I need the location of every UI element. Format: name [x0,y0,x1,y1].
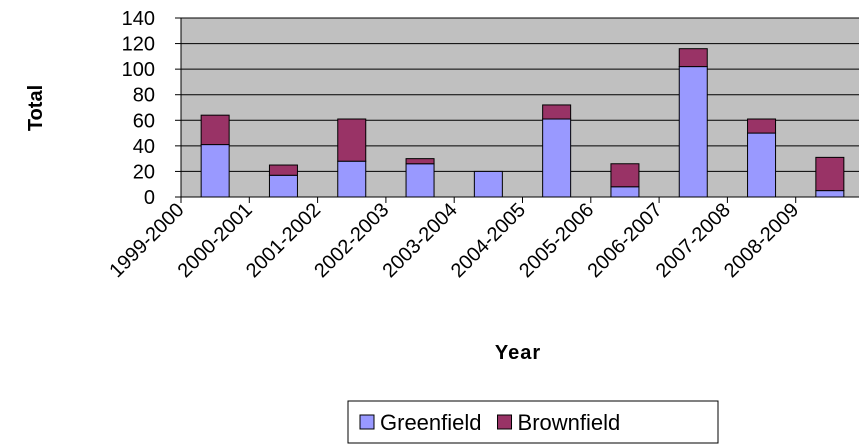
bar-brownfield-2001-2002 [337,118,367,162]
bar-greenfield-2001-2002 [337,160,367,198]
y-tick-label: 40 [133,136,155,158]
y-tick-label: 60 [133,110,155,132]
legend-label-brownfield: Brownfield [518,410,621,435]
bar-brownfield-2004-2005 [542,104,572,120]
bar-greenfield-2007-2008 [747,132,777,198]
bar-brownfield-2006-2007 [678,48,708,68]
x-axis-title: Year [495,342,541,364]
y-tick-label: 100 [122,59,155,81]
bar-greenfield-2002-2003 [405,163,435,198]
bar-brownfield-2007-2008 [747,118,777,134]
bar-greenfield-2000-2001 [268,174,298,198]
bar-greenfield-2003-2004 [473,170,503,198]
bar-greenfield-1999-2000 [200,144,230,198]
legend: Greenfield Brownfield [347,400,719,444]
bar-brownfield-2002-2003 [405,158,435,165]
bar-greenfield-2006-2007 [678,66,708,198]
y-tick-label: 0 [144,187,155,209]
bar-brownfield-2000-2001 [268,164,298,176]
y-tick-label: 140 [122,8,155,30]
bar-brownfield-2008-2009 [815,156,845,192]
y-tick-label: 20 [133,161,155,183]
bar-greenfield-2004-2005 [542,118,572,198]
bar-greenfield-2008-2009 [815,190,845,198]
bar-greenfield-2005-2006 [610,186,640,198]
y-tick-label: 120 [122,34,155,56]
y-axis-title: Total [25,85,47,131]
y-tick-label: 80 [133,85,155,107]
legend-box [347,400,719,444]
bars [200,48,845,198]
legend-swatch-brownfield [497,414,513,430]
legend-swatch-greenfield [359,414,375,430]
x-tick-label: 2008-2009 [720,199,803,282]
legend-label-greenfield: Greenfield [380,410,482,435]
bar-brownfield-1999-2000 [200,114,230,146]
bar-brownfield-2005-2006 [610,163,640,188]
